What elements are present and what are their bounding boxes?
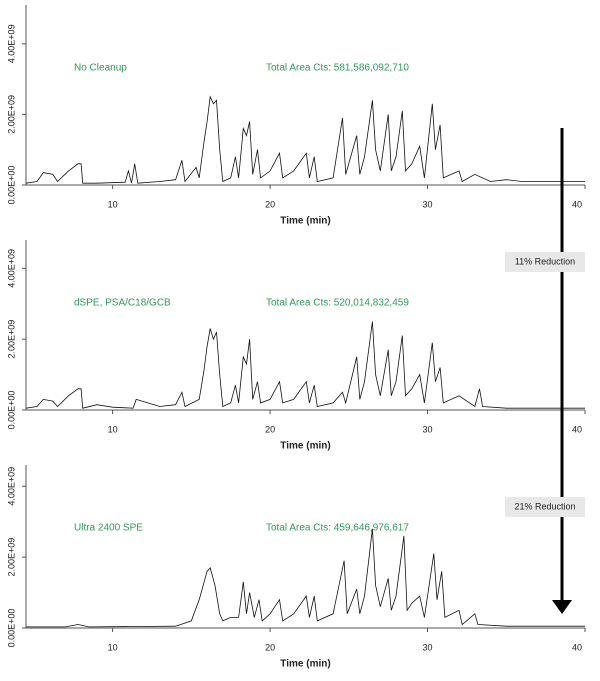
total-area: Total Area Cts: 581,586,092,710 [266,63,409,74]
x-tick-label: 10 [108,199,118,209]
callout-box [505,497,585,517]
x-tick-label: 20 [265,424,275,434]
y-tick-label: 2.00E+09 [6,95,16,134]
y-tick-label: 0.00E+00 [6,609,16,648]
x-tick-label: 30 [423,642,433,652]
x-tick-label: 20 [265,642,275,652]
total-area: Total Area Cts: 520,014,832,459 [266,298,409,309]
x-tick-label: 30 [423,199,433,209]
y-tick-label: 0.00E+00 [6,391,16,430]
x-tick-label: 10 [108,424,118,434]
y-tick-label: 4.00E+09 [6,249,16,288]
chromatogram [26,528,585,628]
x-tick-label: 20 [265,199,275,209]
sample-label: dSPE, PSA/C18/GCB [74,298,171,309]
x-tick-label: 10 [108,642,118,652]
x-tick-label: 40 [572,424,582,434]
y-tick-label: 2.00E+09 [6,320,16,359]
sample-label: Ultra 2400 SPE [74,523,143,534]
x-axis-label: Time (min) [280,659,330,670]
x-tick-label: 40 [572,199,582,209]
y-tick-label: 2.00E+09 [6,538,16,577]
callout: 11% Reduction [515,256,575,266]
total-area: Total Area Cts: 459,646,976,617 [266,523,409,534]
sample-label: No Cleanup [74,63,127,74]
x-tick-label: 40 [572,642,582,652]
y-tick-label: 0.00E+00 [6,166,16,205]
x-axis-label: Time (min) [280,216,330,227]
chromatogram [25,321,585,409]
arrow-head [552,600,572,614]
chromatogram [25,95,585,184]
x-tick-label: 30 [423,424,433,434]
x-axis-label: Time (min) [280,441,330,452]
callout: 21% Reduction [514,501,575,511]
y-tick-label: 4.00E+09 [6,467,16,506]
callout-box [505,252,585,272]
y-tick-label: 4.00E+09 [6,24,16,63]
